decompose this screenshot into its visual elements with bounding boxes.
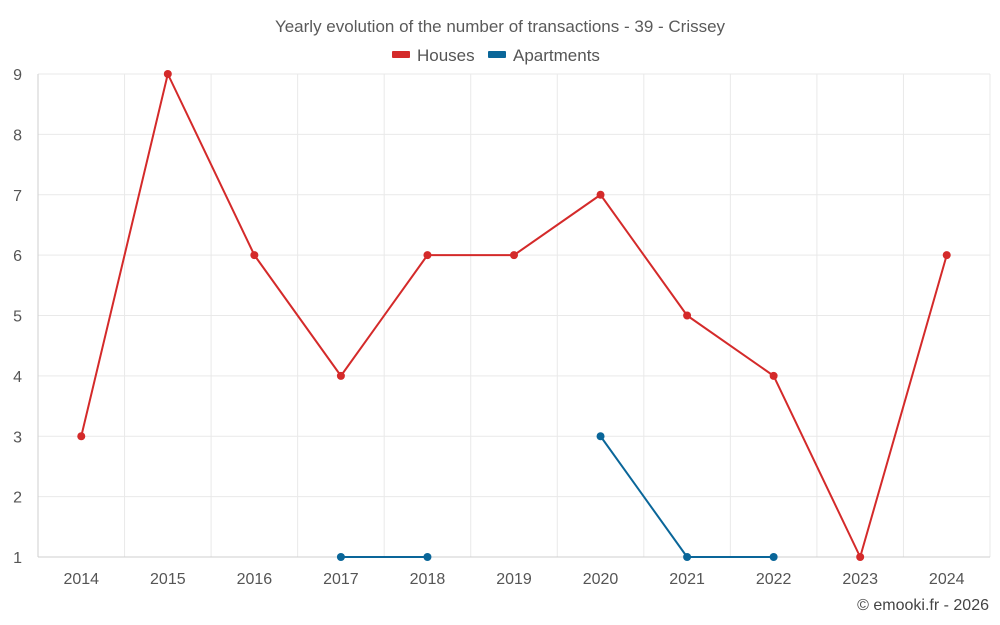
y-tick-label: 1	[13, 550, 22, 567]
x-tick-label: 2019	[496, 571, 532, 588]
houses-point-2022[interactable]	[769, 371, 778, 380]
x-tick-label: 2020	[583, 571, 619, 588]
credit-text: © emooki.fr - 2026	[857, 597, 989, 614]
y-axis: 1 2 3 4 5 6 7 8 9	[13, 67, 22, 567]
chart-title: Yearly evolution of the number of transa…	[275, 17, 726, 36]
apartments-point-2017[interactable]	[336, 553, 345, 561]
legend-item-houses[interactable]: Houses	[392, 46, 475, 65]
grid	[37, 73, 991, 558]
y-tick-label: 4	[13, 369, 22, 386]
houses-point-2020[interactable]	[596, 190, 605, 199]
houses-point-2019[interactable]	[510, 251, 518, 260]
houses-point-2021[interactable]	[683, 311, 692, 320]
x-tick-label: 2024	[929, 571, 965, 588]
legend-label: Apartments	[513, 46, 600, 65]
legend-swatch	[488, 51, 506, 58]
y-tick-label: 3	[13, 429, 22, 446]
y-tick-label: 7	[13, 188, 22, 205]
apartments-point-2021[interactable]	[683, 553, 692, 561]
x-tick-label: 2021	[669, 571, 705, 588]
apartments-point-2022[interactable]	[769, 553, 778, 561]
apartments-point-2018[interactable]	[423, 553, 432, 561]
apartments-point-2020[interactable]	[596, 432, 605, 441]
houses-point-2023[interactable]	[856, 553, 865, 561]
x-tick-label: 2017	[323, 571, 359, 588]
x-tick-label: 2018	[410, 571, 446, 588]
x-tick-label: 2014	[63, 571, 99, 588]
x-tick-label: 2016	[237, 571, 273, 588]
houses-point-2014[interactable]	[77, 432, 86, 441]
x-tick-label: 2023	[842, 571, 878, 588]
houses-point-2016[interactable]	[250, 251, 259, 260]
legend-item-apartments[interactable]: Apartments	[488, 46, 600, 65]
y-tick-label: 6	[13, 248, 22, 265]
x-tick-label: 2015	[150, 571, 186, 588]
y-tick-label: 8	[13, 127, 22, 144]
series-group	[77, 70, 951, 561]
houses-point-2017[interactable]	[336, 371, 345, 380]
y-tick-label: 2	[13, 490, 22, 507]
series-houses	[77, 70, 951, 561]
x-tick-label: 2022	[756, 571, 792, 588]
legend-swatch	[392, 51, 410, 58]
houses-point-2018[interactable]	[423, 251, 432, 260]
houses-point-2024[interactable]	[942, 251, 951, 260]
legend[interactable]: Houses Apartments	[392, 46, 600, 65]
x-axis: 2014 2015 2016 2017 2018 2019 2020 2021 2022 2023…	[63, 571, 964, 588]
houses-point-2015[interactable]	[163, 70, 172, 78]
y-tick-label: 9	[13, 67, 22, 84]
legend-label: Houses	[417, 46, 475, 65]
y-tick-label: 5	[13, 309, 22, 326]
series-apartments	[336, 432, 778, 561]
